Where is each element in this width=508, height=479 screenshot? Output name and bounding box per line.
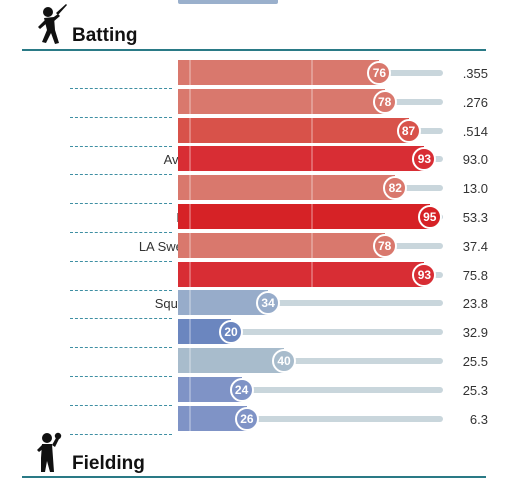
fielding-section-header: Fielding [22, 430, 486, 478]
batting-section-title: Batting [72, 25, 138, 46]
percentile-badge: 87 [396, 118, 421, 143]
stat-value: 75.8 [462, 267, 488, 283]
percentile-badge: 76 [367, 61, 392, 85]
bar-gridline [188, 88, 191, 114]
bar-gridline [188, 204, 191, 229]
percentile-bar [178, 232, 385, 258]
batter-silhouette-icon [38, 4, 67, 44]
percentile-bar [178, 348, 284, 373]
percentile-track [178, 329, 443, 336]
stat-value: 23.8 [462, 296, 488, 312]
stat-row: xSLG87.514 [70, 117, 490, 147]
percentile-bar [178, 60, 380, 85]
row-dashed-divider [70, 318, 172, 320]
section-divider [22, 49, 486, 51]
previous-section-bar-stub [178, 0, 278, 4]
bar-gridline [310, 88, 313, 114]
percentile-track [178, 358, 443, 364]
stat-row: Bat Speed9375.8 [70, 261, 490, 291]
percentile-track [178, 415, 443, 422]
bar-gridline [188, 376, 191, 402]
row-dashed-divider [70, 232, 172, 233]
percentile-track [178, 386, 443, 393]
stat-row: Avg Exit Velo9393.0 [70, 146, 490, 176]
percentile-badge: 26 [234, 406, 259, 431]
bar-gridline [188, 117, 191, 143]
stat-value: 37.4 [462, 238, 488, 254]
row-dashed-divider [70, 404, 172, 406]
percentile-track [178, 300, 443, 307]
bar-gridline [188, 319, 191, 345]
bar-gridline [188, 405, 191, 431]
stat-value: 25.5 [462, 354, 488, 369]
stat-value: 13.0 [462, 181, 488, 197]
stat-value: .276 [462, 94, 488, 110]
bar-gridline [188, 60, 191, 85]
bar-gridline [188, 348, 191, 373]
stat-row: BB %266.3 [70, 405, 490, 435]
row-dashed-divider [70, 174, 172, 176]
percentile-badge: 20 [219, 320, 243, 345]
row-dashed-divider [70, 347, 172, 349]
stat-value: 25.3 [462, 382, 488, 398]
percentile-badge: 93 [412, 147, 437, 172]
row-dashed-divider [70, 260, 172, 262]
bar-gridline [310, 232, 313, 258]
bar-gridline [310, 175, 313, 201]
row-dashed-divider [70, 376, 172, 377]
percentile-bar [178, 175, 396, 201]
bar-gridline [310, 261, 313, 287]
bar-gridline [188, 261, 191, 287]
row-dashed-divider [70, 116, 172, 118]
stat-row: xBA78.276 [70, 88, 490, 118]
percentile-bar [178, 261, 425, 287]
percentile-bar [178, 117, 409, 143]
percentile-badge: 95 [417, 205, 442, 229]
section-divider [22, 476, 486, 478]
stat-value: .514 [462, 123, 488, 139]
row-dashed-divider [70, 433, 172, 435]
bar-gridline [188, 232, 191, 258]
percentile-badge: 40 [272, 349, 296, 373]
percentile-bar [178, 146, 425, 172]
bar-gridline [188, 290, 191, 316]
bar-gridline [310, 60, 313, 85]
percentile-bar [178, 204, 430, 229]
bar-gridline [310, 146, 313, 172]
bar-gridline [310, 204, 313, 229]
bar-gridline [310, 117, 313, 143]
bar-gridline [188, 146, 191, 172]
row-dashed-divider [70, 145, 172, 147]
percentile-bar [178, 290, 269, 316]
stat-value: 53.3 [462, 210, 488, 225]
percentile-badge: 34 [256, 291, 281, 316]
stat-value: 6.3 [469, 411, 488, 427]
bar-gridline [188, 175, 191, 201]
percentile-badge: 78 [372, 233, 397, 258]
fielder-silhouette-icon [37, 432, 62, 472]
stat-value: 93.0 [462, 152, 488, 168]
batting-section-header: Batting [22, 3, 486, 51]
percentile-badge: 78 [372, 89, 397, 114]
row-dashed-divider [70, 88, 172, 89]
percentile-badge: 24 [229, 377, 254, 402]
percentile-badge: 82 [383, 176, 408, 201]
fielding-section-title: Fielding [72, 453, 145, 474]
percentile-badge: 93 [412, 262, 437, 287]
stat-row: xwOBA76.355 [70, 60, 490, 89]
stat-value: .355 [462, 66, 488, 81]
row-dashed-divider [70, 203, 172, 205]
percentile-bar [178, 88, 385, 114]
row-dashed-divider [70, 289, 172, 291]
stat-value: 32.9 [462, 325, 488, 341]
